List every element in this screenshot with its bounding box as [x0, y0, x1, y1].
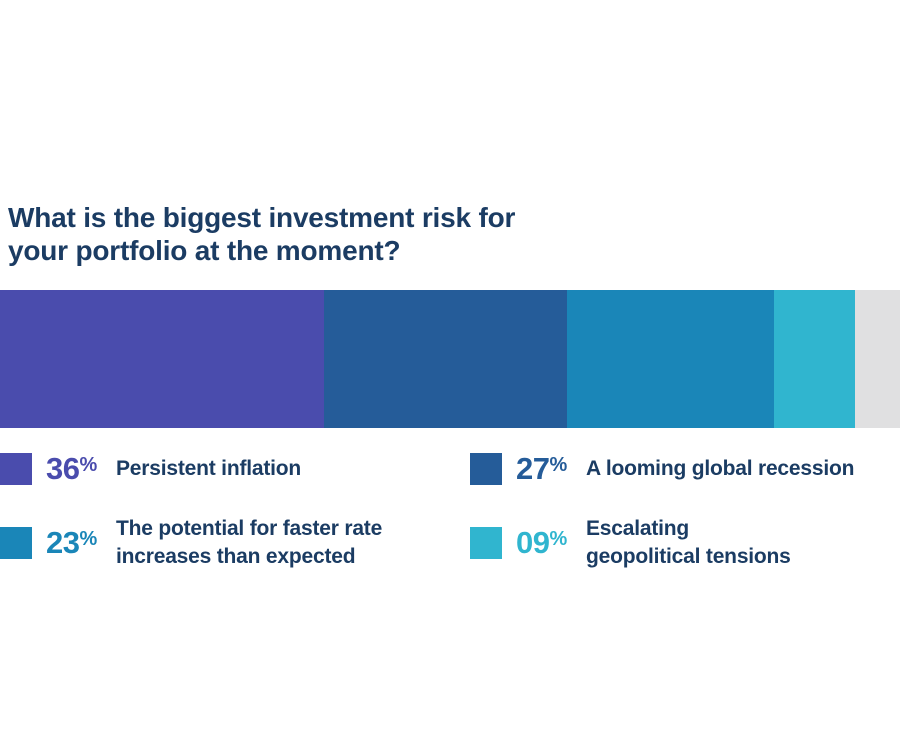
- bar-segment-rate-increases: [567, 290, 774, 428]
- chart-title-line-2: your portfolio at the moment?: [8, 235, 401, 266]
- legend-item-rate-increases: 23% The potential for faster rate increa…: [0, 510, 462, 576]
- legend-label-rate-increases: The potential for faster rate increases …: [116, 515, 382, 571]
- legend-value-digits: 27: [516, 451, 550, 486]
- legend-label-line: Escalating: [586, 517, 690, 540]
- chart-title: What is the biggest investment risk for …: [8, 201, 515, 267]
- bar-segment-remainder: [855, 290, 900, 428]
- legend-label-global-recession: A looming global recession: [586, 455, 854, 483]
- legend-swatch-global-recession: [470, 453, 502, 485]
- legend-label-line: A looming global recession: [586, 457, 855, 480]
- legend-label-line: Persistent inflation: [116, 457, 302, 480]
- legend-label-geopolitical-tensions: Escalating geopolitical tensions: [586, 515, 791, 571]
- legend-swatch-rate-increases: [0, 527, 32, 559]
- legend-value-global-recession: 27%: [516, 451, 586, 487]
- legend-label-line: geopolitical tensions: [586, 545, 791, 568]
- legend-swatch-geopolitical-tensions: [470, 527, 502, 559]
- chart-title-line-1: What is the biggest investment risk for: [8, 202, 516, 233]
- legend-label-persistent-inflation: Persistent inflation: [116, 455, 301, 483]
- legend-label-line: The potential for faster rate: [116, 517, 383, 540]
- legend-label-line: increases than expected: [116, 545, 356, 568]
- legend-value-geopolitical-tensions: 09%: [516, 525, 586, 561]
- bar-segment-persistent-inflation: [0, 290, 324, 428]
- stacked-bar: [0, 290, 900, 428]
- legend-item-geopolitical-tensions: 09% Escalating geopolitical tensions: [470, 510, 900, 576]
- percent-sign: %: [549, 454, 568, 476]
- legend-item-global-recession: 27% A looming global recession: [470, 436, 900, 502]
- legend-item-persistent-inflation: 36% Persistent inflation: [0, 436, 462, 502]
- bar-segment-global-recession: [324, 290, 567, 428]
- percent-sign: %: [79, 454, 98, 476]
- percent-sign: %: [79, 528, 98, 550]
- bar-segment-geopolitical-tensions: [774, 290, 855, 428]
- legend-value-persistent-inflation: 36%: [46, 451, 116, 487]
- legend-value-rate-increases: 23%: [46, 525, 116, 561]
- legend-value-digits: 09: [516, 525, 550, 560]
- legend-value-digits: 36: [46, 451, 80, 486]
- legend-swatch-persistent-inflation: [0, 453, 32, 485]
- legend-value-digits: 23: [46, 525, 80, 560]
- percent-sign: %: [549, 528, 568, 550]
